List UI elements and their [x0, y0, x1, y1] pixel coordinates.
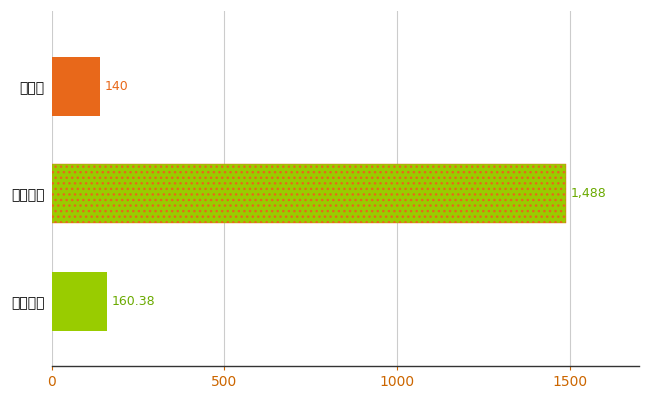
- Bar: [51, 57, 100, 116]
- Bar: [51, 164, 566, 224]
- Text: 1,488: 1,488: [571, 187, 606, 200]
- Text: 160.38: 160.38: [112, 295, 156, 308]
- Bar: [51, 272, 107, 331]
- Text: 140: 140: [105, 80, 129, 93]
